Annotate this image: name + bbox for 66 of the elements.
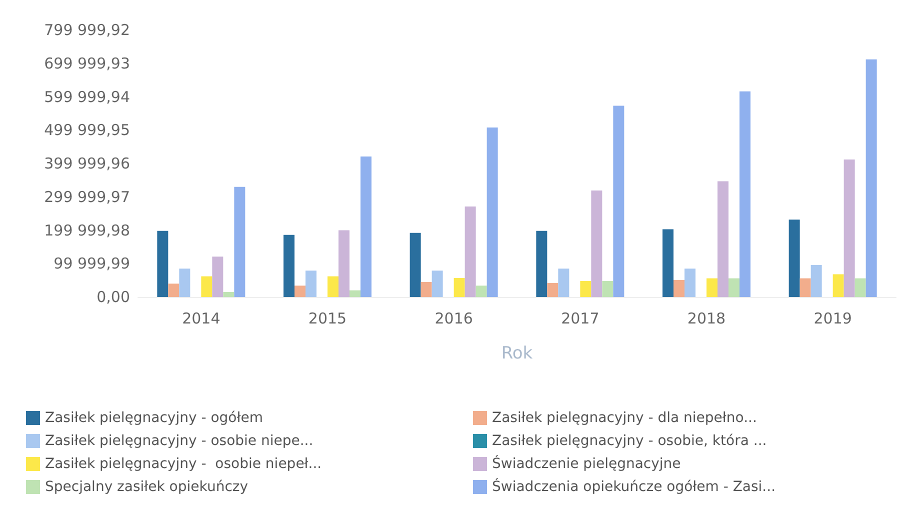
bar: [706, 278, 718, 297]
bar: [536, 230, 548, 297]
bar: [602, 280, 614, 297]
bar: [168, 284, 180, 297]
bar: [844, 159, 855, 297]
bar: [547, 282, 558, 297]
x-tick-label: 2016: [434, 310, 473, 328]
bar: [284, 234, 294, 297]
bar: [718, 181, 728, 297]
bar: [294, 286, 306, 297]
bar: [788, 220, 800, 297]
bar: [432, 270, 443, 297]
bar: [454, 278, 465, 297]
legend-label: Świadczenie pielęgnacyjne: [492, 455, 681, 472]
bar: [486, 127, 498, 297]
x-tick-label: 2015: [308, 310, 347, 328]
bar: [306, 270, 316, 297]
bar: [338, 230, 350, 297]
x-axis-title: Rok: [501, 344, 533, 364]
legend-label: Zasiłek pielęgnacyjny - osobie niepe...: [45, 433, 314, 449]
bar: [662, 229, 674, 297]
bar: [866, 59, 877, 297]
y-tick-label: 599 999,94: [44, 88, 130, 106]
bar: [684, 268, 696, 297]
bar: [854, 278, 866, 297]
legend-label: Zasiłek pielęgnacyjny - dla niepełno...: [492, 410, 757, 426]
y-tick-label: 299 999,97: [44, 188, 130, 206]
bar: [212, 256, 224, 297]
bar: [420, 282, 432, 297]
bar: [580, 280, 592, 297]
y-tick-label: 99 999,99: [54, 254, 130, 273]
y-tick-label: 199 999,98: [44, 221, 130, 240]
bar: [800, 278, 811, 297]
bar: [810, 264, 822, 297]
y-tick-label: 699 999,93: [44, 54, 130, 72]
legend-label: Świadczenia opiekuńcze ogółem - Zasi...: [492, 478, 776, 495]
bar: [179, 268, 190, 297]
legend-label: Specjalny zasiłek opiekuńczy: [45, 479, 248, 495]
bar: [350, 290, 360, 297]
bar: [201, 276, 212, 297]
x-tick-label: 2017: [561, 310, 600, 328]
legend-label: Zasiłek pielęgnacyjny - ogółem: [45, 410, 263, 426]
x-tick-label: 2014: [182, 310, 220, 328]
y-tick-label: 0,00: [96, 288, 130, 306]
x-tick-label: 2018: [687, 310, 726, 328]
bar: [234, 186, 246, 297]
legend-label: Zasiłek pielęgnacyjny - osobie niepeł...: [45, 456, 322, 472]
y-tick-label: 399 999,96: [44, 154, 130, 172]
bar: [157, 230, 168, 297]
bar: [740, 91, 750, 297]
bar: [613, 106, 624, 297]
bar: [832, 274, 844, 297]
bar: [476, 286, 487, 297]
bar: [360, 156, 372, 297]
x-tick-label: 2019: [814, 310, 852, 328]
bar: [591, 190, 602, 297]
y-tick-label: 499 999,95: [44, 121, 130, 140]
bar: [328, 276, 338, 297]
bar: [410, 232, 421, 297]
bar: [728, 278, 740, 297]
legend-label: Zasiłek pielęgnacyjny - osobie, która ...: [492, 433, 767, 449]
bar: [223, 292, 234, 297]
bar: [464, 206, 476, 297]
y-tick-label: 799 999,92: [44, 21, 130, 39]
bar: [674, 280, 684, 297]
bar: [558, 268, 570, 297]
